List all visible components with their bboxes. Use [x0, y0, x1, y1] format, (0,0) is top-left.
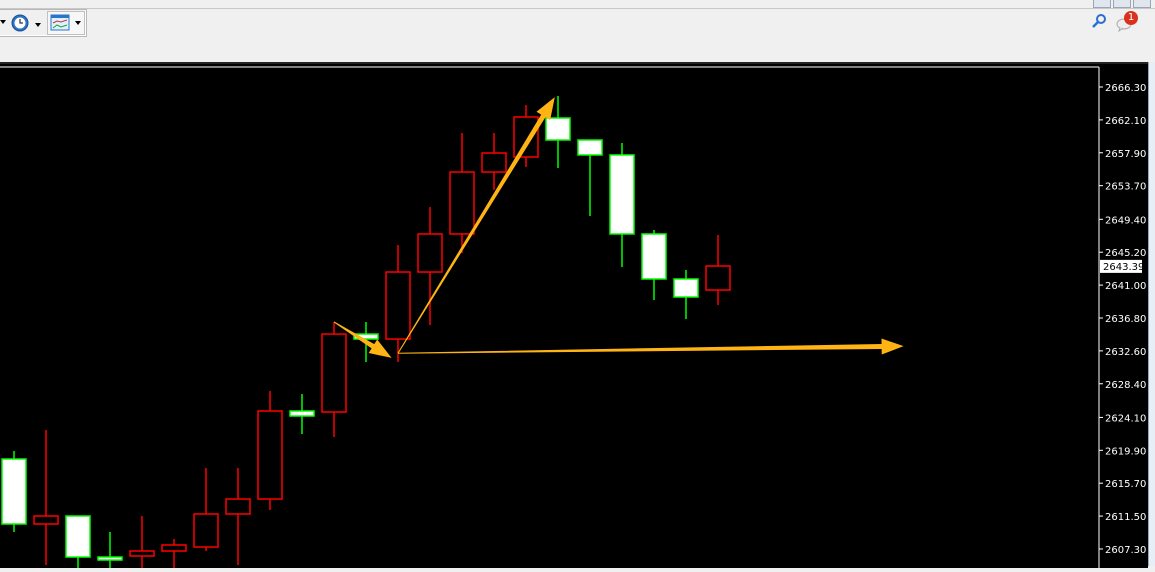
arrow-annotation	[397, 338, 904, 355]
bull-candle	[705, 234, 731, 305]
current-price-label: 2643.39	[1100, 259, 1144, 273]
candle-body	[673, 278, 699, 298]
candle-body	[705, 265, 731, 291]
candle-body	[449, 171, 475, 235]
restore-button[interactable]	[1113, 0, 1131, 8]
bull-candle	[193, 468, 219, 552]
candle-body	[161, 544, 187, 552]
price-tick-label: 2611.50	[1105, 512, 1146, 523]
price-tick-label: 2666.30	[1105, 83, 1146, 94]
bear-candle	[65, 515, 91, 568]
periodicity-button[interactable]	[10, 13, 42, 33]
chart-area[interactable]: 2666.30 2662.10 2657.90 2653.70 2649.40 2645.…	[0, 62, 1148, 568]
candle-body	[481, 152, 507, 173]
bull-candle	[33, 429, 59, 566]
candle-body	[577, 139, 603, 156]
bear-candle	[641, 229, 667, 300]
bull-candle	[449, 132, 475, 253]
bear-candle	[289, 394, 315, 435]
indicators-button[interactable]	[47, 11, 85, 35]
candle-body	[321, 333, 347, 413]
bear-candle	[1, 451, 27, 532]
price-tick-label: 2662.10	[1105, 116, 1146, 127]
bear-candle	[673, 269, 699, 320]
candles	[1, 96, 731, 568]
candle-body	[417, 233, 443, 273]
bull-candle	[129, 516, 155, 568]
candle-body	[225, 498, 251, 515]
price-tick-label: 2624.10	[1105, 413, 1146, 424]
clock-icon	[11, 14, 29, 32]
price-tick-label: 2628.40	[1105, 380, 1146, 391]
vertical-scrollbar[interactable]	[1148, 62, 1155, 566]
arrow-annotations	[333, 97, 904, 358]
price-tick-label: 2641.00	[1105, 281, 1146, 292]
dropdown-caret-icon[interactable]	[0, 20, 6, 24]
candle-body	[129, 550, 155, 557]
price-tick-label: 2657.90	[1105, 149, 1146, 160]
bull-candle	[513, 105, 539, 168]
search-button[interactable]	[1091, 13, 1107, 29]
candle-body	[545, 117, 571, 141]
current-price-text: 2643.39	[1103, 262, 1144, 273]
candle-body	[97, 556, 123, 561]
candle-body	[33, 515, 59, 525]
bear-candle	[97, 531, 123, 568]
dropdown-caret-icon[interactable]	[75, 21, 81, 25]
price-tick-label: 2619.90	[1105, 446, 1146, 457]
notifications-button[interactable]: 1	[1116, 11, 1144, 33]
window-title-strip	[0, 0, 1155, 9]
notification-badge: 1	[1124, 11, 1138, 25]
candle-body	[65, 515, 91, 558]
search-icon	[1092, 14, 1106, 28]
indicators-chart-icon	[50, 14, 70, 31]
price-tick-label: 2632.60	[1105, 347, 1146, 358]
price-tick-label: 2615.70	[1105, 479, 1146, 490]
price-tick-label: 2653.70	[1105, 182, 1146, 193]
candle-body	[289, 410, 315, 417]
price-axis: 2666.30 2662.10 2657.90 2653.70 2649.40 2645.…	[1099, 83, 1146, 556]
price-tick-label: 2636.80	[1105, 314, 1146, 325]
bull-candle	[257, 391, 283, 510]
bull-candle	[161, 539, 187, 568]
candle-body	[193, 513, 219, 548]
bull-candle	[481, 132, 507, 190]
candle-body	[641, 233, 667, 280]
bear-candle	[577, 139, 603, 217]
candle-body	[1, 458, 27, 525]
price-tick-label: 2645.20	[1105, 248, 1146, 259]
bear-candle	[545, 96, 571, 168]
bull-candle	[417, 207, 443, 326]
arrow-annotation	[397, 97, 555, 354]
candle-body	[513, 116, 539, 158]
candle-body	[353, 333, 379, 340]
bull-candle	[321, 321, 347, 438]
price-tick-label: 2649.40	[1105, 215, 1146, 226]
bull-candle	[225, 468, 251, 566]
minimize-button[interactable]	[1093, 0, 1111, 8]
candle-body	[385, 271, 411, 340]
dropdown-caret-icon[interactable]	[35, 23, 41, 27]
arrow-annotation	[333, 321, 392, 358]
candle-body	[257, 410, 283, 500]
bear-candle	[609, 142, 635, 268]
price-tick-label: 2607.30	[1105, 545, 1146, 556]
candlestick-chart[interactable]: 2666.30 2662.10 2657.90 2653.70 2649.40 2645.…	[0, 64, 1148, 568]
toolbar	[0, 9, 87, 37]
candle-body	[609, 154, 635, 235]
bull-candle	[385, 245, 411, 362]
close-button[interactable]	[1133, 0, 1151, 8]
